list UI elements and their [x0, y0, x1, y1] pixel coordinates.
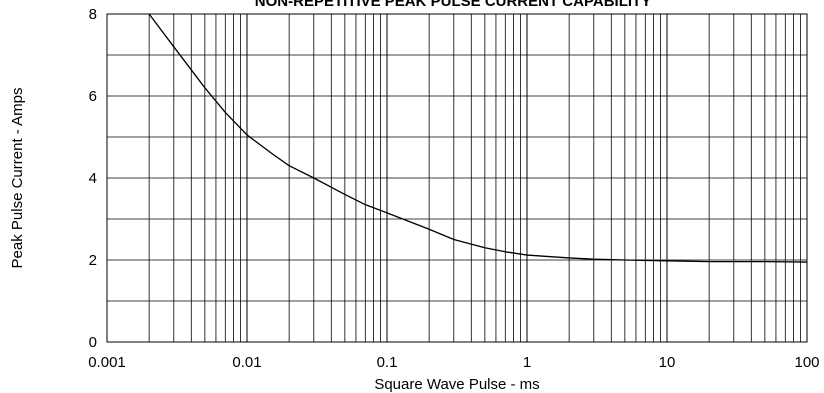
chart-title: NON-REPETITIVE PEAK PULSE CURRENT CAPABI… [255, 0, 651, 10]
y-axis-label: Peak Pulse Current - Amps [9, 88, 26, 269]
x-tick-label: 0.01 [232, 354, 261, 371]
y-tick-label: 8 [89, 6, 97, 23]
x-tick-labels: 0.001 0.01 0.1 1 10 100 [88, 354, 819, 371]
y-tick-label: 2 [89, 252, 97, 269]
y-tick-labels: 0 2 4 6 8 [89, 6, 97, 351]
x-axis-label: Square Wave Pulse - ms [374, 376, 539, 393]
series-layer [148, 13, 808, 263]
x-tick-label: 1 [523, 354, 531, 371]
grid-minor [107, 13, 807, 343]
x-tick-label: 10 [659, 354, 676, 371]
x-tick-label: 0.1 [377, 354, 398, 371]
y-tick-label: 4 [89, 170, 97, 187]
y-tick-label: 6 [89, 88, 97, 105]
y-tick-label: 0 [89, 334, 97, 351]
plot-area [106, 13, 808, 343]
x-tick-label: 0.001 [88, 354, 126, 371]
x-tick-label: 100 [794, 354, 819, 371]
series-line [148, 13, 808, 263]
